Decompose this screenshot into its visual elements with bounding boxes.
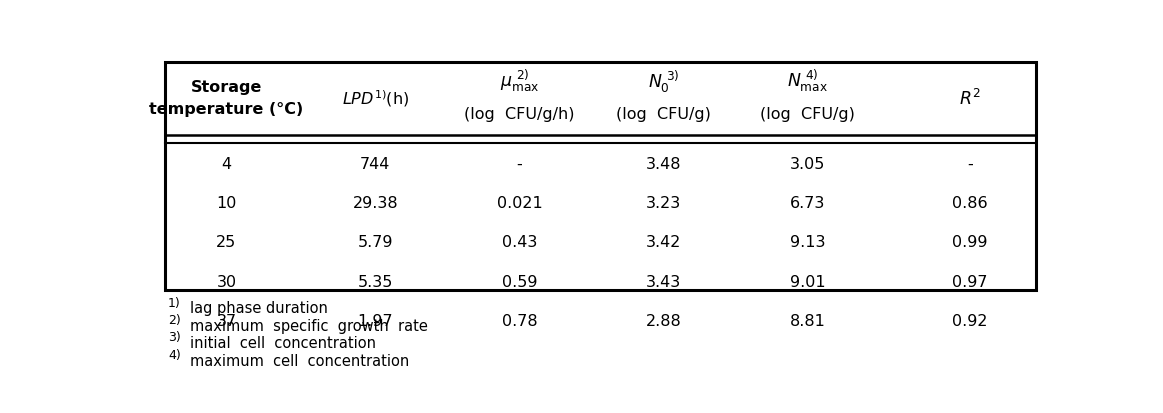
- Text: 3): 3): [167, 332, 180, 344]
- Bar: [165, 62, 1036, 290]
- Text: maximum  specific  growth  rate: maximum specific growth rate: [191, 319, 428, 334]
- Text: $\mu_{\rm max}^{\rm \ 2)}$: $\mu_{\rm max}^{\rm \ 2)}$: [500, 68, 540, 95]
- Text: maximum  cell  concentration: maximum cell concentration: [191, 354, 409, 369]
- Text: Storage
temperature (°C): Storage temperature (°C): [149, 80, 304, 117]
- Text: $\mathit{N}_{\rm max}^{\rm \ 4)}$: $\mathit{N}_{\rm max}^{\rm \ 4)}$: [787, 68, 828, 95]
- Text: -: -: [968, 157, 973, 172]
- Text: lag phase duration: lag phase duration: [191, 301, 328, 316]
- Text: 9.01: 9.01: [790, 275, 826, 290]
- Text: $\mathit{N}_{0}^{\rm \ 3)}$: $\mathit{N}_{0}^{\rm \ 3)}$: [648, 68, 679, 95]
- Text: 0.59: 0.59: [501, 275, 537, 290]
- Text: 2.88: 2.88: [645, 313, 682, 329]
- Text: 0.92: 0.92: [952, 313, 987, 329]
- Text: 25: 25: [216, 235, 236, 250]
- Text: (log  CFU/g/h): (log CFU/g/h): [464, 107, 575, 122]
- Text: 5.79: 5.79: [357, 235, 393, 250]
- Text: (log  CFU/g): (log CFU/g): [761, 107, 855, 122]
- Text: 6.73: 6.73: [790, 196, 826, 211]
- Text: 10: 10: [216, 196, 237, 211]
- Text: 8.81: 8.81: [790, 313, 826, 329]
- Text: $\mathit{R}^{\rm 2}$: $\mathit{R}^{\rm 2}$: [959, 89, 982, 109]
- Text: 0.43: 0.43: [501, 235, 537, 250]
- Text: 1): 1): [167, 297, 180, 309]
- Text: 3.05: 3.05: [790, 157, 826, 172]
- Text: 4): 4): [167, 349, 180, 362]
- Text: 1.97: 1.97: [357, 313, 393, 329]
- Text: 3.43: 3.43: [645, 275, 682, 290]
- Text: 0.78: 0.78: [501, 313, 537, 329]
- Text: 4: 4: [221, 157, 231, 172]
- Text: (log  CFU/g): (log CFU/g): [616, 107, 711, 122]
- Text: 9.13: 9.13: [790, 235, 826, 250]
- Text: 3.42: 3.42: [645, 235, 682, 250]
- Text: 37: 37: [216, 313, 236, 329]
- Text: 744: 744: [361, 157, 391, 172]
- Text: 0.97: 0.97: [952, 275, 987, 290]
- Text: 0.021: 0.021: [497, 196, 542, 211]
- Text: 3.48: 3.48: [645, 157, 682, 172]
- Text: $\mathit{LPD}^{\rm 1)}$$\rm (h)$: $\mathit{LPD}^{\rm 1)}$$\rm (h)$: [342, 88, 409, 109]
- Text: 2): 2): [167, 314, 180, 327]
- Text: 30: 30: [216, 275, 236, 290]
- Text: initial  cell  concentration: initial cell concentration: [191, 336, 377, 351]
- Text: 3.23: 3.23: [645, 196, 682, 211]
- Text: 0.86: 0.86: [952, 196, 987, 211]
- Text: 5.35: 5.35: [357, 275, 393, 290]
- Text: 0.99: 0.99: [952, 235, 987, 250]
- Text: -: -: [516, 157, 522, 172]
- Text: 29.38: 29.38: [352, 196, 398, 211]
